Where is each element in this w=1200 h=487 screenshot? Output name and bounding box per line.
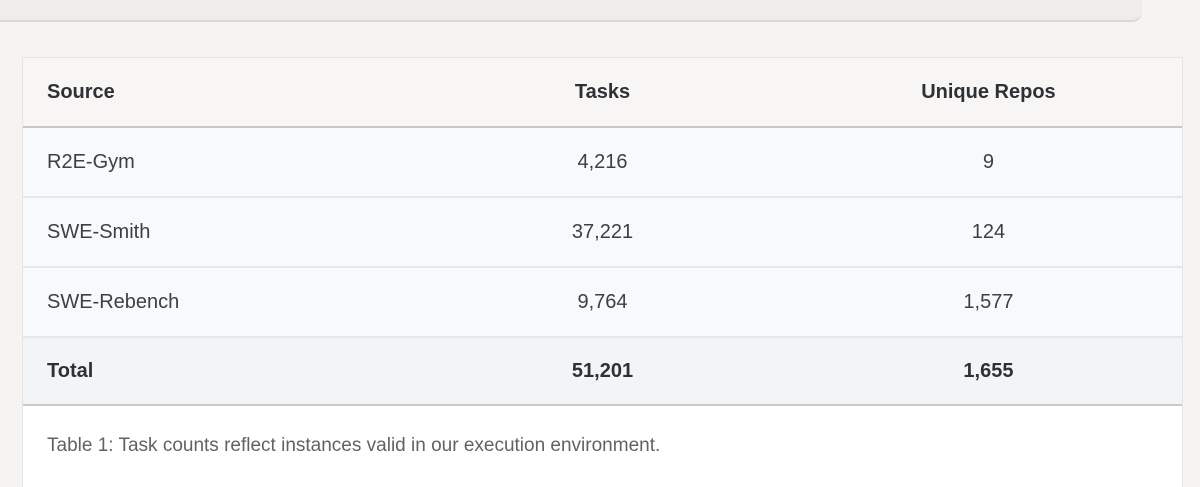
- cell-repos: 1,577: [794, 267, 1182, 338]
- table-row-swe-rebench: SWE-Rebench 9,764 1,577: [23, 267, 1182, 338]
- cell-tasks: 4,216: [410, 127, 795, 198]
- column-header-source: Source: [23, 58, 411, 128]
- cell-total-tasks: 51,201: [410, 337, 795, 406]
- cell-tasks: 37,221: [410, 197, 795, 268]
- table-header-row: Source Tasks Unique Repos: [23, 58, 1182, 128]
- cell-source: SWE-Smith: [23, 197, 411, 268]
- table-row-total: Total 51,201 1,655: [23, 337, 1182, 406]
- page-top-chrome-strip: [0, 0, 1142, 22]
- cell-repos: 9: [794, 127, 1182, 198]
- cell-total-repos: 1,655: [794, 337, 1182, 406]
- cell-tasks: 9,764: [410, 267, 795, 338]
- cell-total-label: Total: [23, 337, 411, 406]
- column-header-unique-repos: Unique Repos: [794, 58, 1182, 128]
- table-caption: Table 1: Task counts reflect instances v…: [23, 406, 1182, 482]
- table-row-swe-smith: SWE-Smith 37,221 124: [23, 197, 1182, 268]
- cell-repos: 124: [794, 197, 1182, 268]
- task-counts-table: Source Tasks Unique Repos R2E-Gym 4,216 …: [23, 58, 1182, 406]
- table-card: Source Tasks Unique Repos R2E-Gym 4,216 …: [22, 57, 1183, 487]
- column-header-tasks: Tasks: [410, 58, 795, 128]
- cell-source: R2E-Gym: [23, 127, 411, 198]
- cell-source: SWE-Rebench: [23, 267, 411, 338]
- table-row-r2e-gym: R2E-Gym 4,216 9: [23, 127, 1182, 198]
